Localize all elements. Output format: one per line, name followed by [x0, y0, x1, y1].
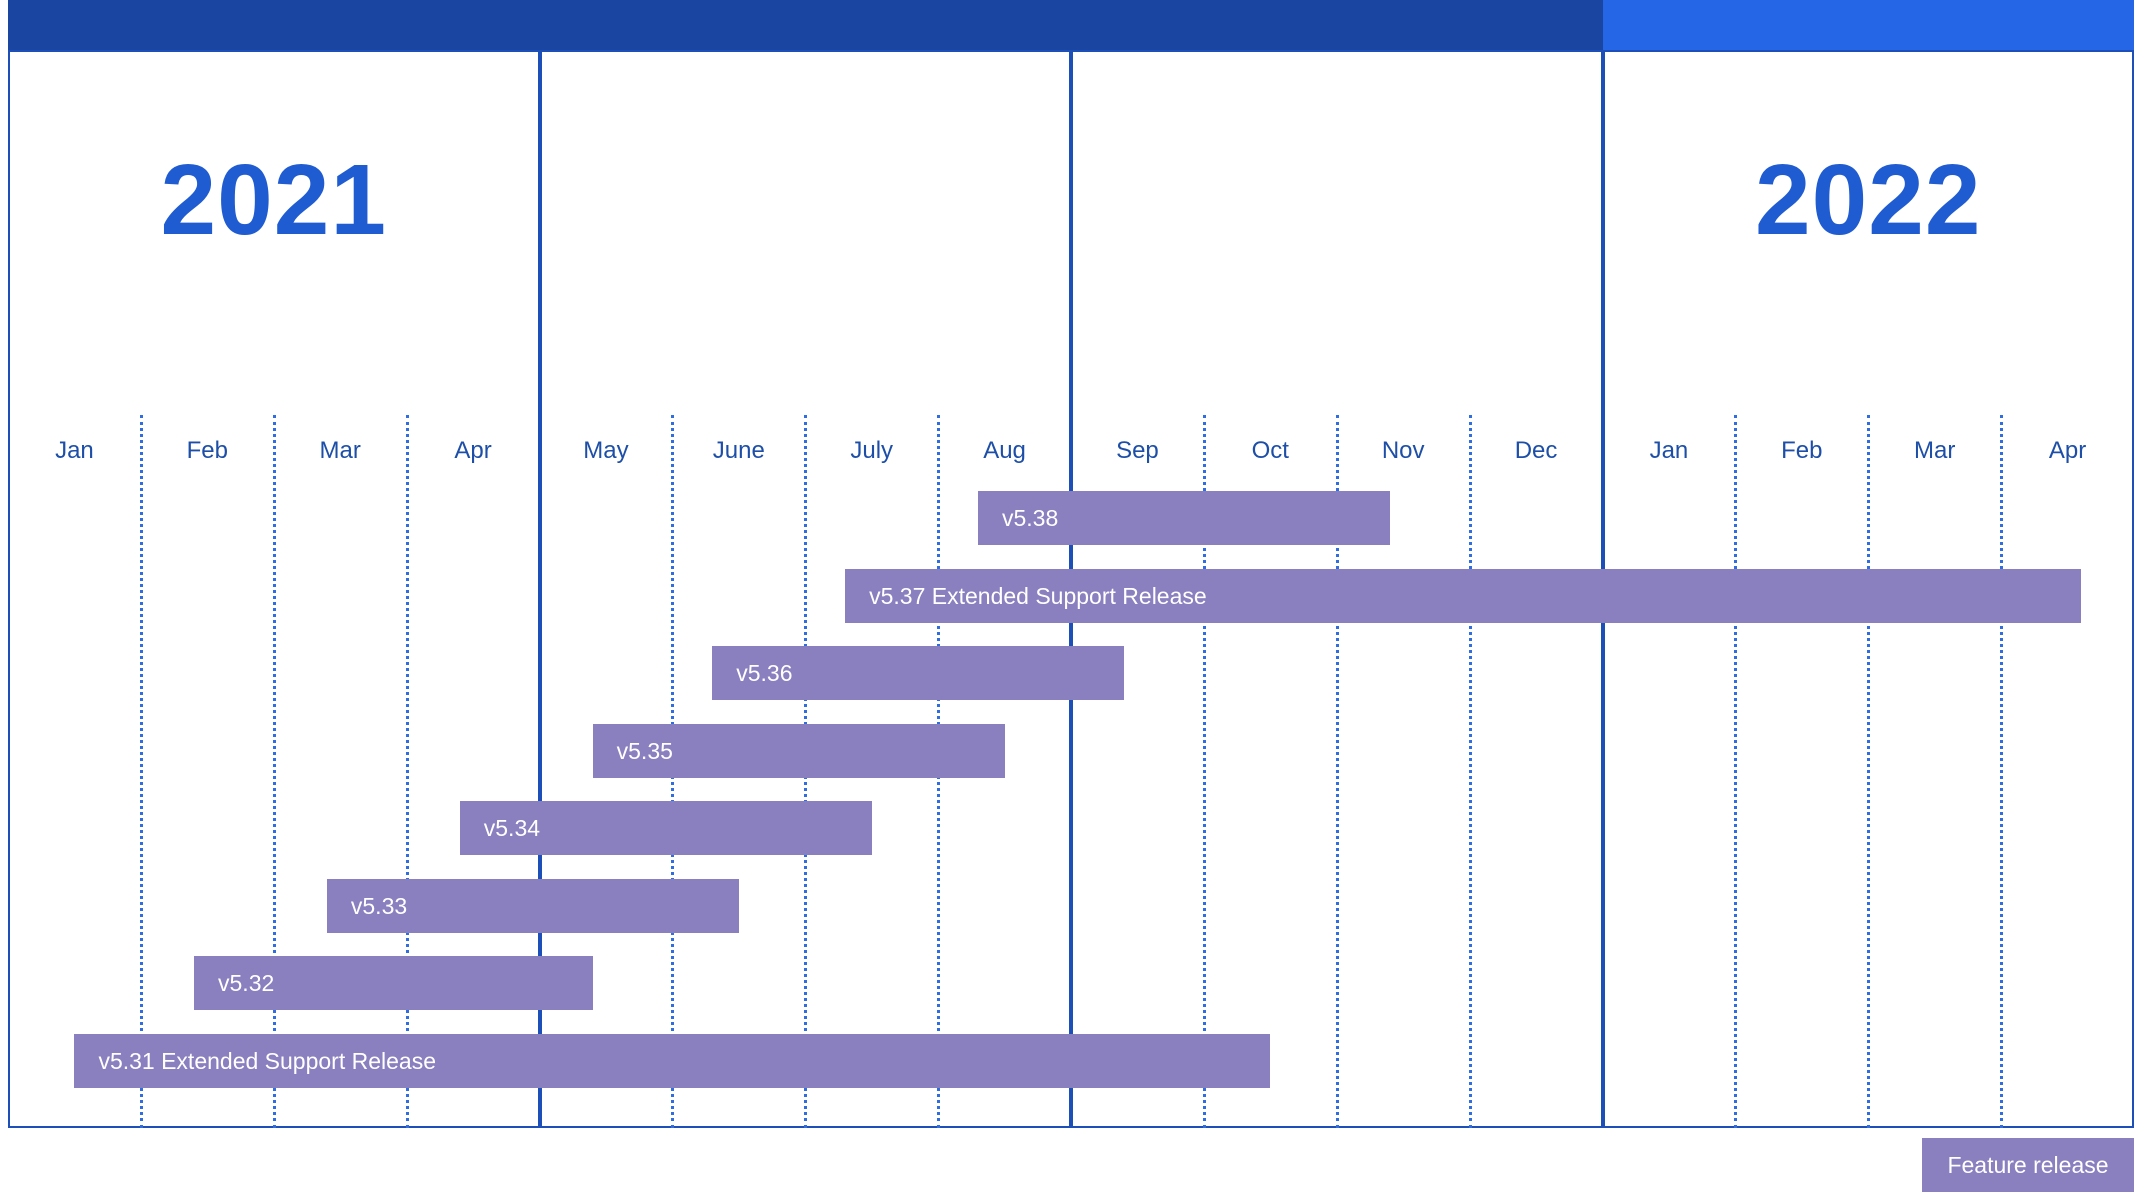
month-label: Oct — [1251, 437, 1289, 464]
month-label: Sep — [1116, 437, 1159, 464]
quarter-header-bar — [1602, 0, 2134, 50]
month-divider — [1202, 415, 1206, 1128]
release-bar: v5.37 Extended Support Release — [845, 568, 2081, 623]
month-divider — [1867, 415, 1871, 1128]
month-divider — [139, 415, 143, 1128]
month-label: Aug — [983, 437, 1026, 464]
release-bar: v5.32 — [194, 956, 593, 1010]
quarter-header-bar — [8, 0, 540, 50]
quarter-header-bar — [1071, 0, 1603, 50]
month-divider — [405, 415, 409, 1128]
month-label: Feb — [186, 437, 228, 464]
year-label: 2022 — [1755, 144, 1982, 256]
release-bar: v5.36 — [712, 646, 1125, 700]
month-label: Dec — [1514, 437, 1558, 464]
month-divider — [272, 415, 276, 1128]
release-bar: v5.35 — [592, 723, 1005, 778]
month-label: Jan — [55, 437, 94, 464]
month-label: June — [712, 437, 765, 464]
month-label: Feb — [1781, 437, 1823, 464]
month-label: Nov — [1381, 437, 1425, 464]
release-bar: v5.38 — [977, 491, 1390, 545]
month-label: July — [850, 437, 894, 464]
quarter-header-bar — [539, 0, 1071, 50]
release-bar: v5.34 — [459, 801, 872, 855]
legend-feature-release: Feature release — [1922, 1138, 2134, 1192]
month-divider — [1734, 415, 1738, 1128]
month-divider — [2000, 415, 2004, 1128]
month-divider — [1468, 415, 1472, 1128]
release-bar: v5.33 — [326, 878, 739, 933]
month-label: Mar — [1914, 437, 1956, 464]
release-bar: v5.31 Extended Support Release — [74, 1033, 1271, 1088]
month-divider — [1335, 415, 1339, 1128]
month-label: Apr — [454, 437, 492, 464]
month-label: Mar — [319, 437, 361, 464]
year-label: 2021 — [160, 144, 387, 256]
month-label: Apr — [2048, 437, 2087, 464]
month-label: Jan — [1649, 437, 1689, 464]
month-label: May — [583, 437, 629, 464]
